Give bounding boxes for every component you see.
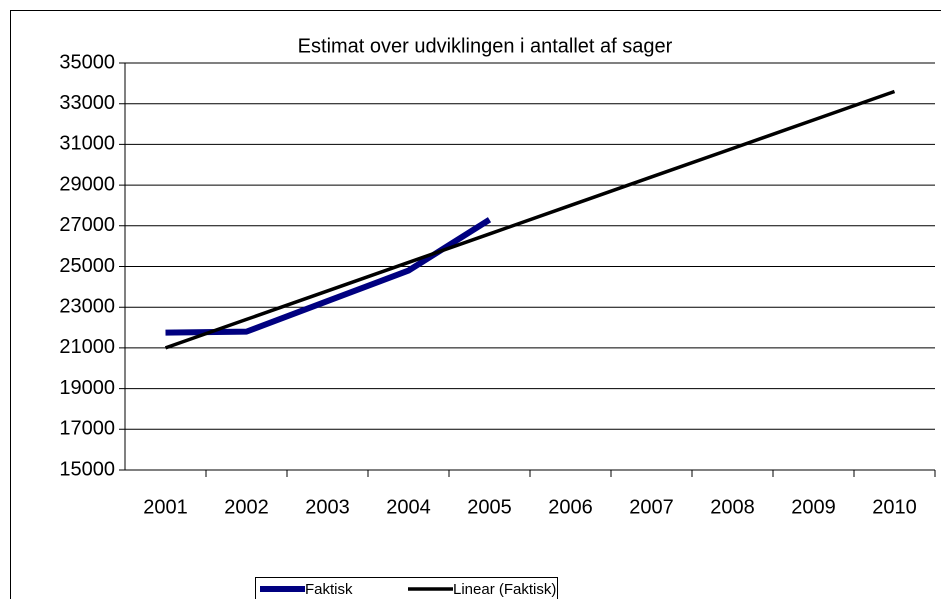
x-tick-label: 2004	[386, 496, 431, 518]
y-tick-label: 17000	[59, 418, 115, 440]
x-tick-label: 2005	[467, 496, 512, 518]
x-tick-label: 2008	[710, 496, 755, 518]
y-tick-label: 27000	[59, 214, 115, 236]
x-tick-label: 2006	[548, 496, 593, 518]
legend-box	[255, 577, 558, 599]
y-tick-label: 19000	[59, 377, 115, 399]
y-tick-label: 21000	[59, 336, 115, 358]
x-tick-label: 2002	[224, 496, 269, 518]
x-tick-label: 2003	[305, 496, 350, 518]
y-tick-label: 31000	[59, 133, 115, 155]
y-tick-label: 33000	[59, 92, 115, 114]
x-tick-label: 2001	[143, 496, 188, 518]
legend-label: Faktisk	[305, 581, 353, 598]
x-tick-label: 2007	[629, 496, 674, 518]
x-tick-label: 2010	[872, 496, 917, 518]
y-tick-label: 15000	[59, 458, 115, 480]
y-tick-label: 23000	[59, 295, 115, 317]
chart-border	[10, 10, 941, 599]
y-tick-label: 35000	[59, 51, 115, 73]
chart-title: Estimat over udviklingen i antallet af s…	[298, 35, 673, 57]
x-tick-label: 2009	[791, 496, 836, 518]
legend-label: Linear (Faktisk)	[453, 581, 556, 598]
y-tick-label: 29000	[59, 173, 115, 195]
series-line	[164, 89, 896, 350]
y-tick-label: 25000	[59, 255, 115, 277]
